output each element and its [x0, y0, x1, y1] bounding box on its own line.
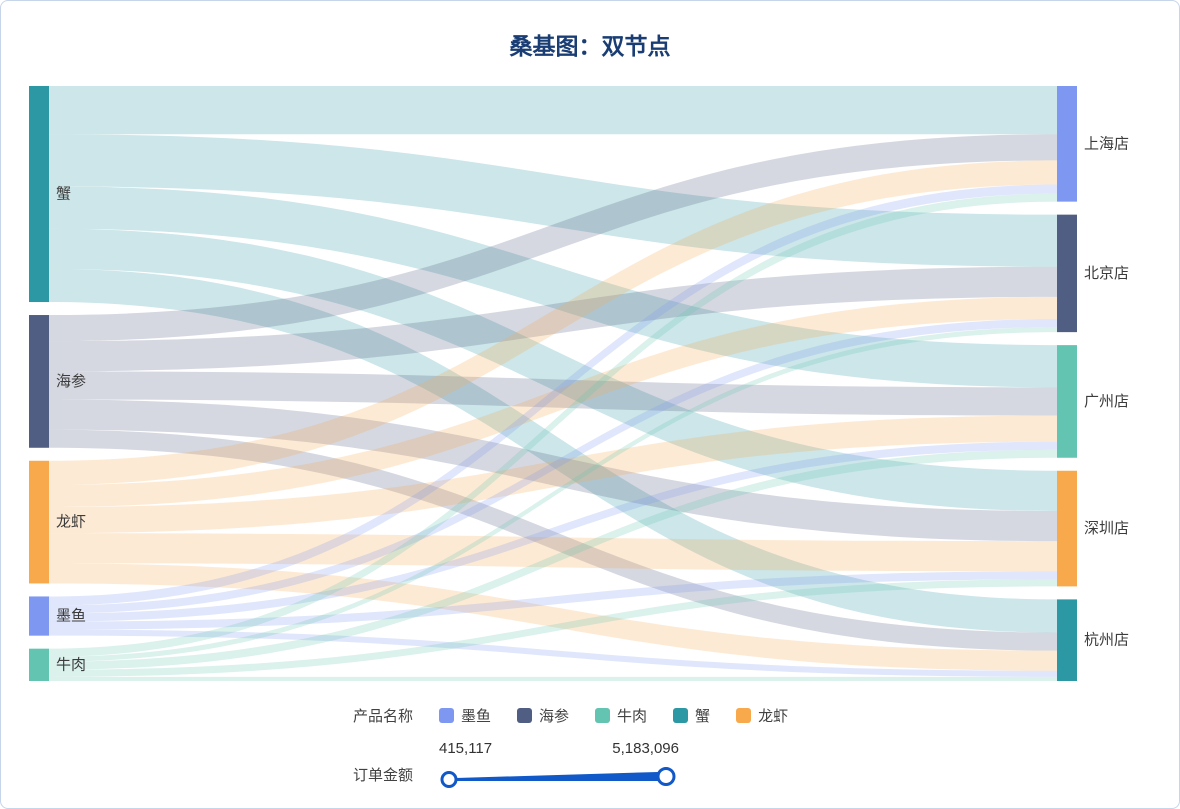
sankey-node[interactable]: [1057, 345, 1077, 458]
node-label: 广州店: [1084, 393, 1129, 410]
legend-item-label: 海参: [539, 708, 570, 725]
slider-track[interactable]: [456, 772, 658, 781]
legend-item[interactable]: 龙虾: [736, 705, 788, 726]
sankey-node[interactable]: [29, 460, 49, 584]
sankey-node[interactable]: [1057, 470, 1077, 587]
node-label: 北京店: [1084, 265, 1129, 282]
sankey-link[interactable]: [49, 193, 1057, 657]
sankey-node[interactable]: [29, 315, 49, 448]
legend-item[interactable]: 牛肉: [595, 705, 647, 726]
sankey-link[interactable]: [49, 571, 1057, 630]
node-label: 杭州店: [1084, 632, 1129, 649]
amount-slider-max-handle[interactable]: [656, 767, 676, 786]
chart-title: 桑基图：双节点: [509, 33, 671, 59]
sankey-link[interactable]: [49, 533, 1057, 572]
node-label: 上海店: [1084, 135, 1129, 152]
sankey-link[interactable]: [49, 296, 1057, 508]
legend-amount-label: 订单金额: [352, 767, 413, 784]
legend: 产品名称 墨鱼 海参 牛肉 蟹 龙虾 订单金额 415,117 5,183,096: [341, 705, 788, 793]
node-label: 海参: [56, 373, 86, 390]
sankey-link[interactable]: [49, 266, 1057, 372]
sankey-link[interactable]: [49, 160, 1057, 485]
sankey-link[interactable]: [49, 228, 1057, 511]
sankey-link[interactable]: [49, 449, 1057, 670]
amount-slider-values: 415,117 5,183,096: [439, 740, 679, 757]
amount-slider-min-handle[interactable]: [440, 771, 458, 788]
sankey-link[interactable]: [49, 184, 1057, 606]
sankey-link[interactable]: [49, 676, 1057, 681]
sankey-link[interactable]: [49, 371, 1057, 416]
amount-max-value: 5,183,096: [612, 740, 679, 757]
sankey-link[interactable]: [49, 327, 1057, 662]
node-label: 墨鱼: [56, 607, 86, 625]
amount-min-value: 415,117: [439, 740, 493, 757]
sankey-link[interactable]: [49, 563, 1057, 671]
legend-item-label: 牛肉: [617, 708, 648, 725]
sankey-node[interactable]: [1057, 214, 1077, 333]
sankey-link[interactable]: [49, 268, 1057, 633]
node-label: 龙虾: [56, 514, 86, 531]
sankey-link[interactable]: [49, 399, 1057, 542]
sankey-link[interactable]: [49, 86, 1057, 135]
amount-range-slider[interactable]: 415,117 5,183,096: [439, 740, 788, 793]
legend-item[interactable]: 墨鱼: [439, 705, 491, 726]
legend-swatch: [517, 708, 533, 723]
sankey-node[interactable]: [29, 596, 49, 636]
legend-swatch: [673, 708, 689, 723]
legend-swatch: [595, 708, 611, 723]
legend-item[interactable]: 蟹: [673, 705, 710, 726]
sankey-link[interactable]: [49, 186, 1057, 388]
node-label: 牛肉: [56, 656, 86, 673]
amount-slider: [440, 767, 676, 788]
legend-item[interactable]: 海参: [517, 705, 569, 726]
sankey-link[interactable]: [49, 429, 1057, 651]
sankey-node[interactable]: [1057, 599, 1077, 681]
legend-item-label: 蟹: [695, 708, 711, 725]
legend-item-label: 墨鱼: [461, 708, 492, 725]
legend-items: 墨鱼 海参 牛肉 蟹 龙虾: [439, 705, 788, 726]
sankey-link[interactable]: [49, 134, 1057, 267]
sankey-link[interactable]: [49, 629, 1057, 677]
legend-item-label: 龙虾: [758, 708, 789, 725]
legend-swatch: [439, 708, 454, 723]
sankey-link[interactable]: [49, 134, 1057, 342]
legend-swatch: [736, 708, 752, 723]
node-label: 蟹: [56, 186, 71, 203]
sankey-link[interactable]: [49, 415, 1057, 534]
node-label: 深圳店: [1084, 520, 1129, 537]
legend-products-label: 产品名称: [352, 708, 413, 725]
sankey-node[interactable]: [29, 86, 49, 303]
sankey-link[interactable]: [49, 319, 1057, 614]
sankey-node[interactable]: [1057, 86, 1077, 202]
sankey-link[interactable]: [49, 579, 1057, 677]
sankey-link[interactable]: [49, 441, 1057, 622]
sankey-node[interactable]: [29, 648, 49, 681]
